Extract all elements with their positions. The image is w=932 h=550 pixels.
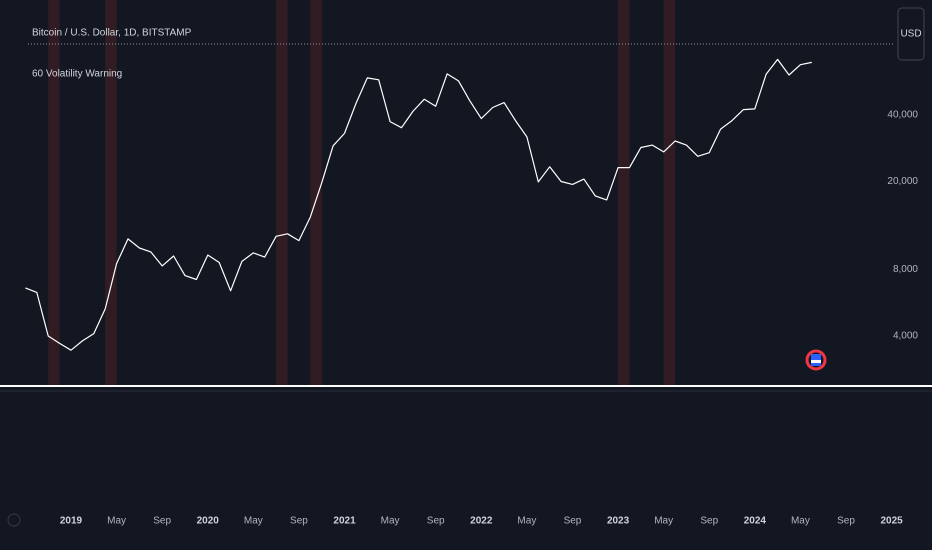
volatility-band [105,0,117,385]
x-tick-label: May [791,516,810,527]
indicator-title: 60 Volatility Warning [32,69,122,80]
x-tick-label: Sep [153,516,171,527]
volatility-band [48,0,60,385]
x-tick-label: 2019 [60,516,83,527]
y-tick-label: 40,000 [887,110,918,121]
x-tick-label: 2024 [744,516,767,527]
x-tick-label: 2025 [880,516,903,527]
chart-title: Bitcoin / U.S. Dollar, 1D, BITSTAMP [32,28,192,39]
volatility-band [276,0,288,385]
x-tick-label: Sep [564,516,582,527]
x-tick-label: 2023 [607,516,630,527]
x-tick-label: May [107,516,126,527]
x-tick-label: Sep [427,516,445,527]
flag-stripe[interactable] [811,360,821,363]
x-tick-label: Sep [837,516,855,527]
price-line [25,58,812,351]
currency-button[interactable] [897,7,925,61]
x-tick-label: Sep [290,516,308,527]
volatility-band [663,0,676,385]
x-tick-label: 2022 [470,516,493,527]
event-flag[interactable] [805,349,827,371]
x-tick-label: 2020 [197,516,220,527]
zoom-icon[interactable] [7,513,21,527]
volatility-band [310,0,322,385]
x-tick-label: May [381,516,400,527]
volatility-band [618,0,630,385]
x-tick-label: May [654,516,673,527]
y-tick-label: 8,000 [893,264,918,275]
time-axis [0,500,932,550]
x-tick-label: May [517,516,536,527]
x-tick-label: May [244,516,263,527]
x-tick-label: Sep [700,516,718,527]
y-tick-label: 4,000 [893,331,918,342]
y-tick-label: 20,000 [887,176,918,187]
currency-label[interactable]: USD [900,29,921,40]
x-tick-label: 2021 [333,516,356,527]
